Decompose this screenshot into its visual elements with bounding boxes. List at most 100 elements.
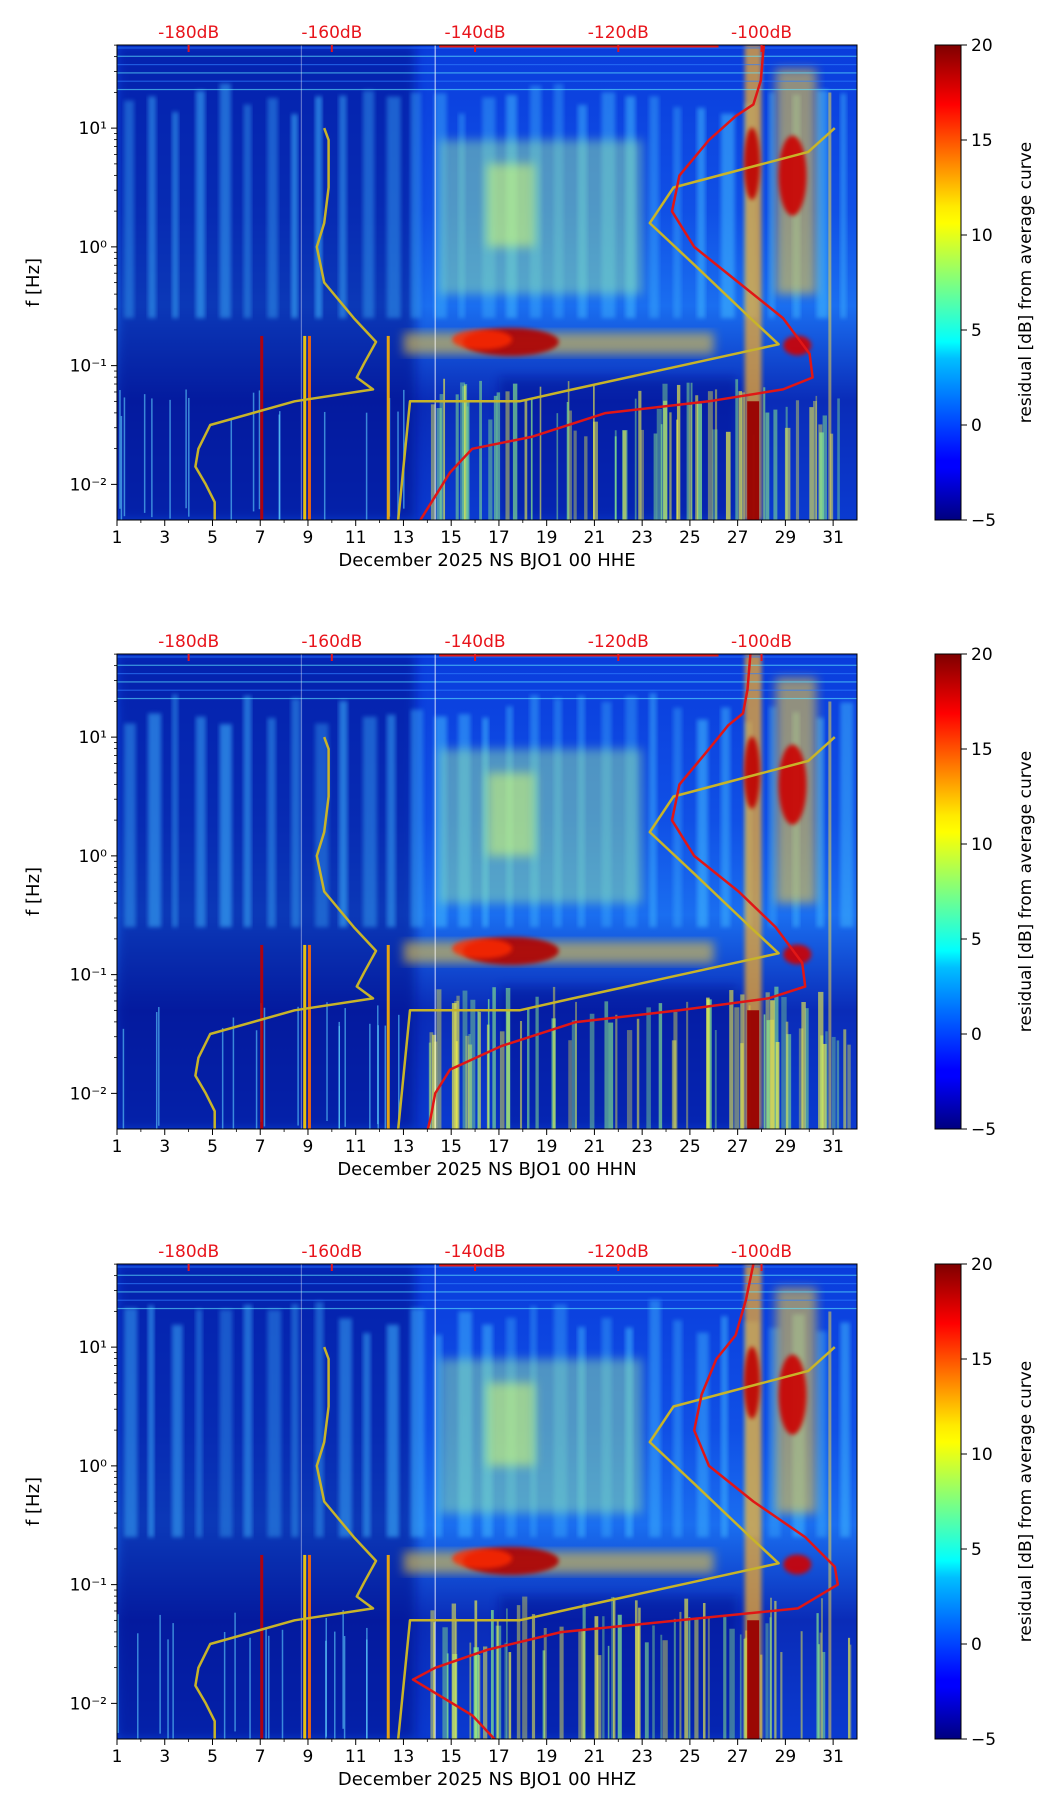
heatmap-streak (723, 1617, 727, 1739)
y-tick-label: 10⁻² (70, 1084, 107, 1104)
heatmap-daily-stripe (171, 694, 179, 928)
heatmap-streak (740, 1043, 744, 1129)
heatmap-daily-stripe (362, 716, 377, 928)
heatmap-daily-stripe (291, 1303, 299, 1538)
heatmap-hf-band (117, 664, 857, 666)
heatmap-gap-line (300, 45, 303, 520)
heatmap-streak (505, 391, 510, 520)
heatmap-streak (167, 1639, 169, 1739)
heatmap-streak (443, 378, 446, 520)
noise-model-low-curve (194, 127, 378, 520)
heatmap-streak (658, 1003, 663, 1129)
heatmap-hf-band (117, 55, 857, 57)
heatmap-streak (785, 1021, 789, 1129)
heatmap-hot-column (747, 401, 760, 520)
heatmap-streak (155, 1012, 158, 1129)
heatmap-hf-band (117, 1274, 857, 1276)
heatmap-streak (559, 1626, 564, 1739)
heatmap-streak (539, 386, 542, 520)
heatmap-daily-stripe (673, 707, 682, 928)
heatmap-streak (343, 1636, 346, 1739)
heatmap-daily-stripe (243, 104, 252, 319)
heatmap-streak (552, 986, 556, 1129)
heatmap-streak (551, 1018, 556, 1129)
heatmap-streak (660, 1634, 663, 1739)
heatmap-daily-stripe (148, 96, 156, 319)
heatmap-streak (617, 1614, 622, 1739)
heatmap-streak (690, 382, 693, 520)
colorbar-tick-label: 10 (971, 835, 993, 855)
heatmap-streak (656, 408, 662, 520)
heatmap-streak (795, 400, 800, 520)
heatmap-patch (439, 140, 643, 295)
x-tick-label: 25 (679, 1137, 701, 1157)
heatmap-area (117, 45, 857, 520)
y-tick-label: 10⁻² (70, 475, 107, 495)
heatmap-daily-stripe (720, 707, 731, 928)
heatmap-streak (825, 1031, 828, 1129)
heatmap-streak (505, 987, 511, 1129)
heatmap-streak (531, 1614, 536, 1739)
heatmap-streak (770, 1000, 775, 1129)
heatmap-storm (452, 329, 513, 350)
heatmap-daily-stripe (291, 114, 298, 319)
heatmap-streak (455, 394, 459, 520)
heatmap-spike (303, 1554, 307, 1739)
heatmap-streak (769, 1019, 775, 1129)
heatmap-daily-stripe (673, 107, 682, 319)
heatmap-streak (223, 1631, 226, 1739)
y-tick-label: 10⁰ (79, 1457, 108, 1477)
noise-model-high-curve (396, 1346, 836, 1739)
heatmap-hf-band (117, 1299, 857, 1301)
heatmap-daily-stripe (124, 1308, 138, 1538)
heatmap-streak (543, 1627, 547, 1739)
heatmap-streak (477, 1010, 480, 1129)
heatmap-streak (636, 1018, 640, 1129)
heatmap-streak (522, 1596, 528, 1739)
heatmap-hot-column (828, 701, 832, 1129)
heatmap-streak (773, 409, 778, 520)
heatmap-spike (307, 335, 311, 520)
heatmap-daily-stripe (840, 93, 847, 319)
heatmap-streak (569, 410, 572, 520)
heatmap-streak (433, 1622, 435, 1739)
heatmap-hf-band (117, 1291, 857, 1293)
heatmap-streak (837, 398, 840, 520)
heatmap-streak (455, 1041, 458, 1129)
heatmap-streak (822, 415, 827, 520)
heatmap-streak (596, 1655, 602, 1739)
heatmap-daily-stripe (410, 92, 421, 319)
heatmap-streak (673, 1012, 678, 1129)
x-tick-label: 1 (112, 1137, 123, 1157)
heatmap-streak (428, 1042, 432, 1129)
heatmap-hot-column (778, 744, 807, 825)
x-tick-label: 17 (488, 528, 510, 548)
heatmap-streak (265, 1627, 267, 1739)
heatmap-daily-stripe (697, 1332, 709, 1538)
heatmap-streak (169, 399, 171, 519)
heatmap-streak (234, 1612, 236, 1732)
x-tick-label: 7 (255, 1747, 266, 1767)
x-tick-label: 23 (631, 528, 653, 548)
heatmap-spike (260, 335, 264, 520)
heatmap-streak (714, 389, 718, 520)
heatmap-patch (439, 749, 643, 904)
heatmap-daily-stripe (148, 1305, 155, 1538)
y-tick-label: 10¹ (79, 1338, 107, 1358)
heatmap-streak (397, 411, 399, 520)
heatmap-streak (602, 1616, 605, 1739)
colorbar-label: residual [dB] from average curve (1016, 751, 1036, 1032)
heatmap-streak (334, 1631, 336, 1739)
heatmap-streak (338, 1026, 341, 1129)
noise-model-high-curve (396, 736, 836, 1129)
x-tick-label: 11 (345, 1747, 367, 1767)
heatmap-daily-stripe (386, 714, 396, 928)
heatmap-streak (504, 1642, 507, 1739)
heatmap-streak (492, 987, 496, 1129)
heatmap-streak (671, 1040, 677, 1129)
db-scale-label: -160dB (301, 632, 362, 652)
heatmap-streak (686, 1001, 689, 1129)
heatmap-streak (662, 383, 668, 520)
heatmap-streak (786, 1034, 792, 1129)
